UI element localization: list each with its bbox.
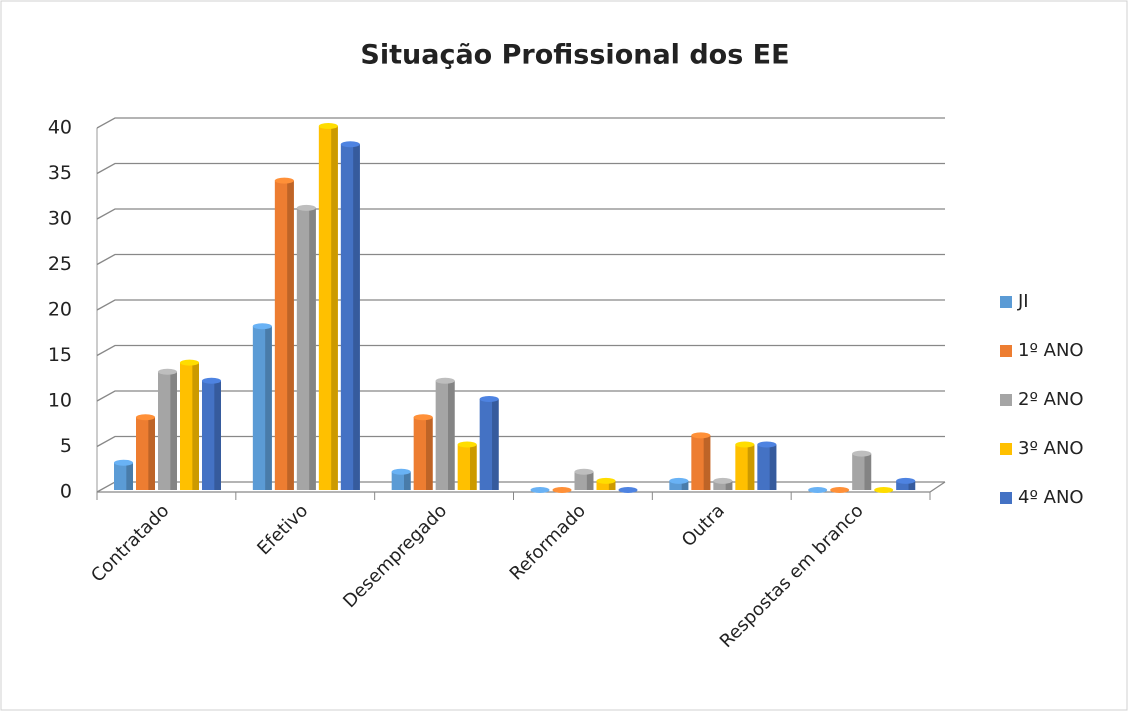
bar-shade bbox=[448, 380, 455, 490]
chart-title: Situação Profissional dos EE bbox=[360, 40, 789, 71]
bar-shade bbox=[309, 207, 316, 490]
bar-shade bbox=[214, 380, 221, 490]
bar-top bbox=[457, 441, 477, 448]
bar-shade bbox=[353, 144, 360, 490]
y-tick-label: 35 bbox=[48, 162, 72, 184]
bar-shade bbox=[864, 453, 872, 490]
bar-shade bbox=[170, 371, 177, 490]
bar-shade bbox=[287, 180, 294, 490]
bar-top bbox=[114, 459, 133, 466]
bar-top bbox=[274, 177, 294, 184]
legend-swatch bbox=[1000, 296, 1012, 308]
bar-shade bbox=[908, 480, 916, 490]
bar-top bbox=[413, 414, 433, 421]
grid-line bbox=[96, 117, 945, 129]
legend-label: JI bbox=[1017, 291, 1029, 312]
bar-top bbox=[180, 359, 199, 366]
legend-label: 2º ANO bbox=[1018, 389, 1084, 410]
bar-shade bbox=[265, 326, 272, 490]
bar bbox=[896, 480, 916, 490]
legend-label: 3º ANO bbox=[1018, 438, 1084, 459]
bar-shade bbox=[426, 417, 433, 490]
bar-top bbox=[296, 204, 316, 211]
bar-shade bbox=[404, 471, 411, 490]
grid-line bbox=[96, 344, 945, 357]
bar-shade bbox=[148, 417, 155, 490]
bar-top bbox=[552, 487, 572, 493]
bar-top bbox=[691, 432, 711, 439]
legend-swatch bbox=[1000, 345, 1012, 357]
legend-label: 4º ANO bbox=[1018, 487, 1084, 508]
legend-swatch bbox=[1000, 443, 1012, 455]
bar-top bbox=[596, 477, 616, 484]
bar-top bbox=[252, 323, 272, 330]
bar-top bbox=[618, 487, 638, 493]
y-tick-label: 15 bbox=[48, 344, 72, 366]
bar-top bbox=[874, 487, 894, 493]
bar-shade bbox=[769, 444, 777, 490]
bar-shade bbox=[681, 480, 689, 490]
grid-line bbox=[96, 299, 945, 311]
bar-shade bbox=[608, 480, 616, 490]
bar-top bbox=[479, 396, 499, 402]
bar-shade bbox=[747, 444, 755, 490]
y-tick-label: 0 bbox=[60, 481, 72, 503]
bar-top bbox=[391, 468, 411, 475]
bar-shade bbox=[586, 471, 594, 490]
y-tick-label: 25 bbox=[48, 253, 72, 275]
bar-top bbox=[202, 377, 221, 384]
y-tick-label: 40 bbox=[48, 117, 72, 139]
bar-top bbox=[713, 477, 733, 484]
y-tick-label: 30 bbox=[48, 208, 72, 230]
bar-shade bbox=[725, 480, 733, 490]
legend-label: 1º ANO bbox=[1018, 340, 1084, 361]
grid-line bbox=[96, 162, 945, 175]
bar-shade bbox=[126, 462, 133, 490]
bar-top bbox=[435, 377, 455, 384]
bar-top bbox=[852, 450, 872, 457]
bar-top bbox=[530, 487, 550, 493]
legend-swatch bbox=[1000, 394, 1012, 406]
y-tick-label: 20 bbox=[48, 299, 72, 321]
bar-shade bbox=[192, 362, 199, 490]
grid-line bbox=[96, 390, 945, 402]
bar-top bbox=[158, 368, 177, 375]
bar-top bbox=[318, 123, 338, 129]
y-tick-label: 10 bbox=[48, 390, 72, 412]
bar-top bbox=[735, 441, 755, 448]
grid-line bbox=[96, 208, 945, 220]
grid-line bbox=[96, 435, 945, 448]
bar-top bbox=[757, 441, 777, 448]
grid-line bbox=[96, 253, 945, 266]
bar-top bbox=[136, 414, 155, 421]
bar-top bbox=[574, 468, 594, 475]
y-tick-label: 5 bbox=[60, 435, 72, 457]
bar-shade bbox=[470, 444, 477, 490]
bar-shade bbox=[492, 399, 499, 490]
bar-shade bbox=[331, 126, 338, 490]
bar bbox=[669, 480, 689, 490]
bar-top bbox=[896, 477, 916, 484]
bar-top bbox=[830, 487, 850, 493]
bar-shade bbox=[703, 435, 711, 490]
bar-top bbox=[340, 141, 360, 148]
bar bbox=[713, 480, 733, 490]
bar bbox=[596, 480, 616, 490]
bar-top bbox=[808, 487, 828, 493]
legend-swatch bbox=[1000, 492, 1012, 504]
bar-top bbox=[669, 477, 689, 484]
